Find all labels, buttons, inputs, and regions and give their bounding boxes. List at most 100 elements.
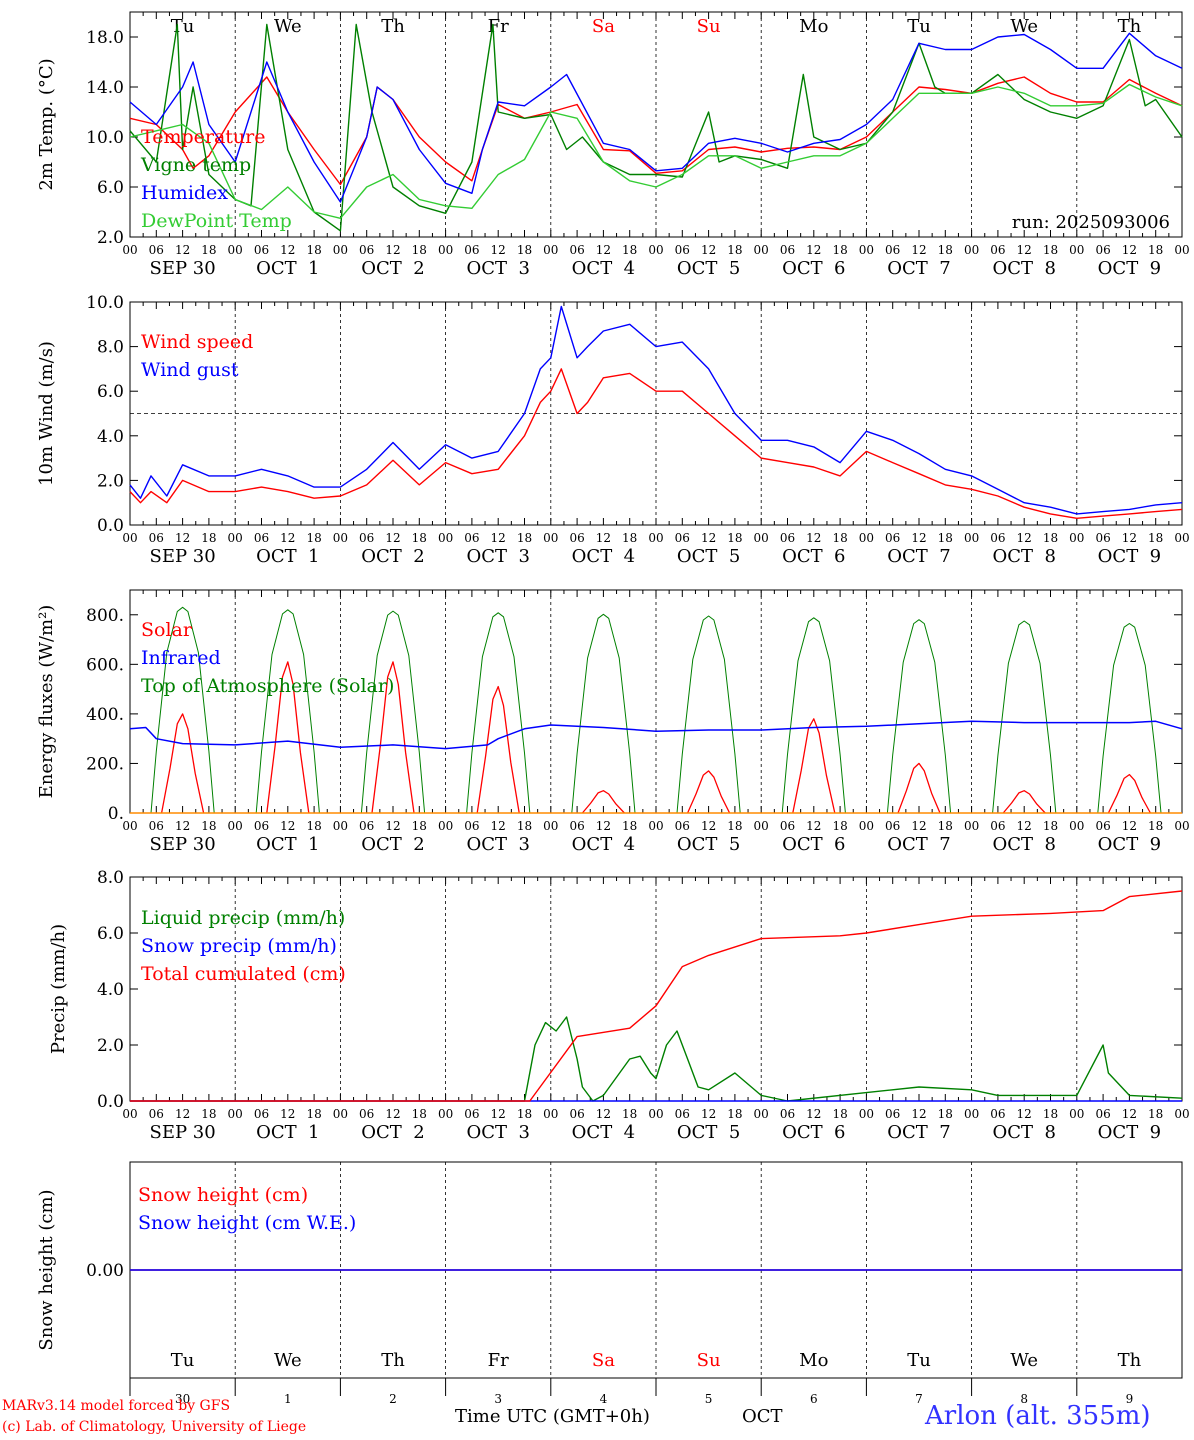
hour-tick-label: 12 — [1017, 531, 1032, 545]
day-name: Th — [381, 1350, 405, 1371]
hour-tick-label: 18 — [1043, 819, 1058, 833]
hour-tick-label: 12 — [806, 531, 821, 545]
day-number: 8 — [1020, 1392, 1028, 1406]
hour-tick-label: 18 — [622, 1107, 637, 1121]
hour-tick-label: 00 — [228, 819, 243, 833]
legend-entry: Snow height (cm W.E.) — [138, 1212, 356, 1234]
temperature-curve — [129, 76, 1183, 186]
day-name: Mo — [799, 1350, 828, 1371]
hour-tick-label: 00 — [438, 819, 453, 833]
toa-solar-curve — [466, 612, 531, 814]
date-label: OCT 8 — [992, 834, 1055, 855]
hour-tick-label: 00 — [964, 1107, 979, 1121]
station-label: Arlon (alt. 355m) — [925, 1401, 1151, 1431]
y-tick-label: 0.00 — [86, 1261, 124, 1281]
day-name: Th — [381, 16, 405, 37]
infrared-curve — [129, 720, 1183, 750]
hour-tick-label: 06 — [780, 531, 795, 545]
y-tick-label: 6.0 — [97, 178, 124, 198]
date-label: OCT 9 — [1098, 1122, 1161, 1143]
hour-tick-label: 12 — [491, 243, 506, 257]
y-tick-label: 6.0 — [97, 924, 124, 944]
day-number: 5 — [705, 1392, 713, 1406]
y-tick-label: 0.0 — [97, 516, 124, 536]
hour-tick-label: 12 — [701, 531, 716, 545]
toa-solar-curve — [781, 617, 846, 814]
hour-tick-label: 00 — [754, 819, 769, 833]
hour-tick-label: 00 — [964, 243, 979, 257]
hour-tick-label: 00 — [1069, 531, 1084, 545]
hour-tick-label: 06 — [675, 1107, 690, 1121]
solar-curve — [792, 718, 836, 814]
solar-curve — [476, 685, 520, 814]
hour-tick-label: 18 — [938, 243, 953, 257]
legend-entry: Wind speed — [141, 331, 253, 353]
hour-tick-label: 12 — [701, 243, 716, 257]
legend-entry: Snow precip (mm/h) — [141, 935, 337, 957]
date-label: OCT 9 — [1098, 834, 1161, 855]
hour-tick-label: 06 — [254, 1107, 269, 1121]
solar-curve — [266, 661, 310, 814]
solar-curve — [897, 762, 941, 814]
hour-tick-label: 12 — [491, 819, 506, 833]
hour-tick-label: 00 — [438, 243, 453, 257]
hour-tick-label: 00 — [333, 531, 348, 545]
day-number: 6 — [810, 1392, 818, 1406]
day-number: 1 — [284, 1392, 292, 1406]
hour-tick-label: 18 — [412, 819, 427, 833]
hour-tick-label: 00 — [228, 531, 243, 545]
hour-tick-label: 06 — [1095, 819, 1110, 833]
hour-tick-label: 18 — [517, 1107, 532, 1121]
snow-panel: Tu 30 We 1 Th 2 Fr 3 Sa 4 Su 5 Mo 6 Tu 7 We 8 Th 9 0.00 Snow … — [36, 1161, 1183, 1406]
hour-tick-label: 12 — [385, 531, 400, 545]
hour-tick-label: 12 — [1122, 819, 1137, 833]
hour-tick-label: 18 — [306, 819, 321, 833]
hour-tick-label: 06 — [359, 1107, 374, 1121]
day-name: Su — [697, 16, 721, 37]
hour-tick-label: 12 — [280, 243, 295, 257]
hour-tick-label: 18 — [412, 243, 427, 257]
hour-tick-label: 18 — [727, 1107, 742, 1121]
total-cumulated-cm-curve — [130, 890, 1183, 1102]
date-label: OCT 4 — [572, 546, 635, 567]
hour-tick-label: 00 — [648, 531, 663, 545]
day-name: Sa — [592, 1350, 615, 1371]
hour-tick-label: 18 — [201, 531, 216, 545]
y-tick-label: 14.0 — [86, 78, 124, 98]
solar-curve — [687, 770, 731, 814]
day-name: Th — [1118, 1350, 1142, 1371]
hour-tick-label: 00 — [543, 243, 558, 257]
hour-tick-label: 06 — [990, 531, 1005, 545]
wind-gust-curve — [129, 305, 1183, 515]
hour-tick-label: 06 — [675, 243, 690, 257]
hour-tick-label: 00 — [333, 243, 348, 257]
hour-tick-label: 18 — [727, 819, 742, 833]
legend-entry: Infrared — [141, 647, 221, 669]
hour-tick-label: 06 — [569, 1107, 584, 1121]
hour-tick-label: 12 — [385, 1107, 400, 1121]
hour-tick-label: 12 — [1122, 243, 1137, 257]
day-name: Th — [1118, 16, 1142, 37]
hour-tick-label: 18 — [306, 243, 321, 257]
hour-tick-label: 18 — [1043, 243, 1058, 257]
y-tick-label: 10.0 — [86, 128, 124, 148]
hour-tick-label: 12 — [806, 1107, 821, 1121]
y-tick-label: 800. — [86, 606, 124, 626]
day-number: 3 — [494, 1392, 502, 1406]
legend-entry: Solar — [141, 619, 193, 641]
hour-tick-label: 06 — [780, 819, 795, 833]
hour-tick-label: 00 — [648, 1107, 663, 1121]
legend-entry: Wind gust — [141, 359, 239, 381]
temp-ylabel: 2m Temp. (°C) — [36, 58, 57, 190]
date-label: OCT 2 — [361, 258, 424, 279]
precip-ylabel: Precip (mm/h) — [48, 924, 69, 1054]
y-tick-label: 2.0 — [97, 471, 124, 491]
hour-tick-label: 12 — [596, 243, 611, 257]
solar-curve — [581, 790, 625, 814]
hour-tick-label: 06 — [359, 819, 374, 833]
date-label: OCT 7 — [887, 258, 950, 279]
day-number: 4 — [600, 1392, 608, 1406]
